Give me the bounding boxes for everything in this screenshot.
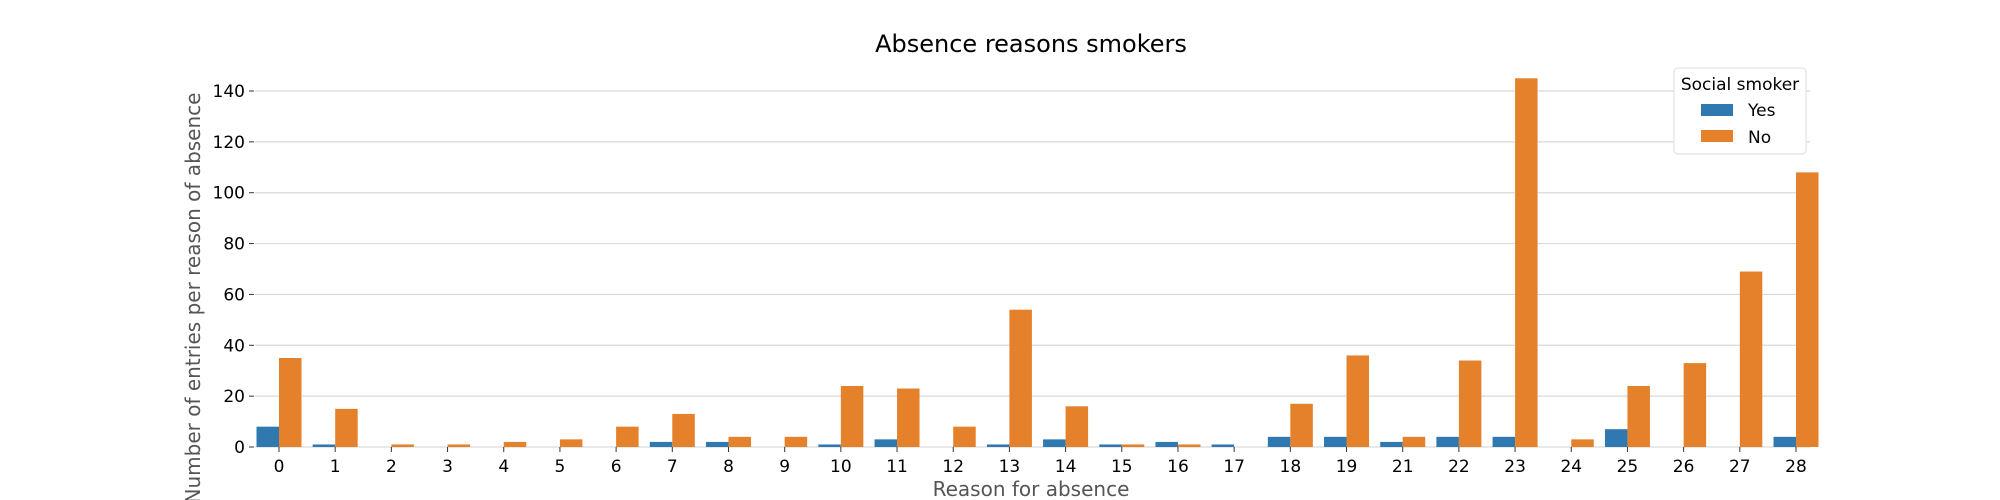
bar-no-19 (1346, 355, 1370, 447)
bar-no-15 (1121, 444, 1145, 447)
y-tick-label: 60 (223, 285, 245, 305)
x-tick-label: 25 (1617, 457, 1639, 477)
x-tick-label: 12 (942, 457, 964, 477)
x-tick-label: 26 (1673, 457, 1695, 477)
bar-yes-23 (1492, 436, 1516, 447)
bar-no-26 (1683, 363, 1707, 447)
legend-swatch-no (1701, 130, 1733, 142)
bar-no-24 (1571, 439, 1594, 447)
bar-no-21 (1402, 436, 1426, 447)
x-tick-label: 24 (1560, 457, 1582, 477)
legend: Social smoker Yes No (1673, 67, 1807, 155)
x-tick-label: 8 (723, 457, 734, 477)
bar-yes-8 (705, 441, 729, 447)
x-tick-label: 27 (1729, 457, 1751, 477)
bar-no-6 (616, 426, 639, 447)
bar-yes-17 (1211, 444, 1235, 447)
bar-no-0 (279, 358, 302, 447)
bar-no-27 (1739, 271, 1763, 447)
x-tick-label: 3 (442, 457, 453, 477)
x-tick-label: 9 (779, 457, 790, 477)
bar-yes-28 (1773, 436, 1796, 447)
bar-yes-16 (1155, 441, 1178, 447)
bar-no-1 (335, 408, 358, 447)
bar-no-25 (1627, 385, 1650, 447)
bar-yes-25 (1604, 429, 1628, 447)
bar-yes-7 (649, 441, 673, 447)
x-axis-label: Reason for absence (933, 477, 1130, 500)
x-tick-label: 18 (1280, 457, 1302, 477)
bars (256, 78, 1819, 448)
y-tick-label: 140 (213, 82, 245, 102)
x-tick-label: 13 (999, 457, 1021, 477)
x-tick-label: 19 (1336, 457, 1358, 477)
y-axis-ticks: 0 20 40 60 80 100 120 140 (213, 82, 254, 458)
legend-swatch-yes (1701, 104, 1733, 116)
bar-no-7 (672, 413, 695, 447)
x-tick-label: 10 (830, 457, 852, 477)
x-tick-label: 16 (1167, 457, 1189, 477)
bar-yes-15 (1099, 444, 1122, 447)
legend-title: Social smoker (1681, 75, 1799, 95)
bar-no-28 (1796, 172, 1819, 447)
bar-yes-0 (256, 426, 279, 447)
x-tick-label: 11 (886, 457, 908, 477)
bar-no-5 (559, 439, 583, 447)
bar-yes-19 (1324, 436, 1347, 447)
bar-no-4 (503, 441, 527, 447)
bar-no-12 (953, 426, 976, 447)
bar-yes-22 (1436, 436, 1459, 447)
x-axis-ticks: 0 1 2 3 4 5 6 7 8 9 10 11 12 13 14 15 16 17 18 19 21 22 23 24 25… (274, 447, 1807, 477)
y-tick-label: 40 (223, 336, 245, 356)
chart-title: Absence reasons smokers (875, 30, 1187, 58)
bar-no-9 (784, 436, 808, 447)
x-tick-label: 17 (1223, 457, 1245, 477)
bar-no-3 (447, 444, 471, 447)
bar-no-8 (728, 436, 751, 447)
bar-yes-11 (874, 439, 898, 447)
bar-no-23 (1515, 78, 1538, 448)
bar-no-22 (1458, 360, 1482, 447)
bar-no-14 (1065, 406, 1089, 447)
bar-no-11 (897, 388, 920, 447)
bar-no-16 (1177, 444, 1201, 447)
bar-no-18 (1290, 403, 1313, 447)
bar-no-13 (1009, 309, 1032, 447)
x-tick-label: 15 (1111, 457, 1133, 477)
x-tick-label: 22 (1448, 457, 1470, 477)
x-tick-label: 7 (667, 457, 678, 477)
bar-yes-18 (1267, 436, 1291, 447)
y-tick-label: 20 (223, 387, 245, 407)
x-tick-label: 23 (1504, 457, 1526, 477)
bar-no-2 (391, 444, 414, 447)
grid-lines (255, 90, 1810, 448)
x-tick-label: 2 (386, 457, 397, 477)
y-tick-label: 120 (213, 133, 245, 153)
bar-yes-13 (986, 444, 1010, 447)
y-tick-label: 100 (213, 184, 245, 204)
x-tick-label: 0 (274, 457, 285, 477)
x-tick-label: 14 (1055, 457, 1077, 477)
legend-label-yes: Yes (1747, 101, 1776, 121)
x-tick-label: 4 (498, 457, 509, 477)
x-tick-label: 6 (611, 457, 622, 477)
y-tick-label: 80 (223, 235, 245, 255)
bar-yes-14 (1043, 439, 1066, 447)
x-tick-label: 1 (330, 457, 341, 477)
legend-label-no: No (1748, 128, 1771, 148)
y-axis-label: Number of entries per reason of absence (181, 93, 205, 500)
x-tick-label: 28 (1785, 457, 1807, 477)
bar-yes-1 (312, 444, 336, 447)
bar-yes-10 (818, 444, 841, 447)
bar-yes-21 (1380, 441, 1403, 447)
x-tick-label: 21 (1392, 457, 1414, 477)
x-tick-label: 5 (555, 457, 566, 477)
y-tick-label: 0 (234, 438, 245, 458)
bar-no-10 (840, 385, 864, 447)
